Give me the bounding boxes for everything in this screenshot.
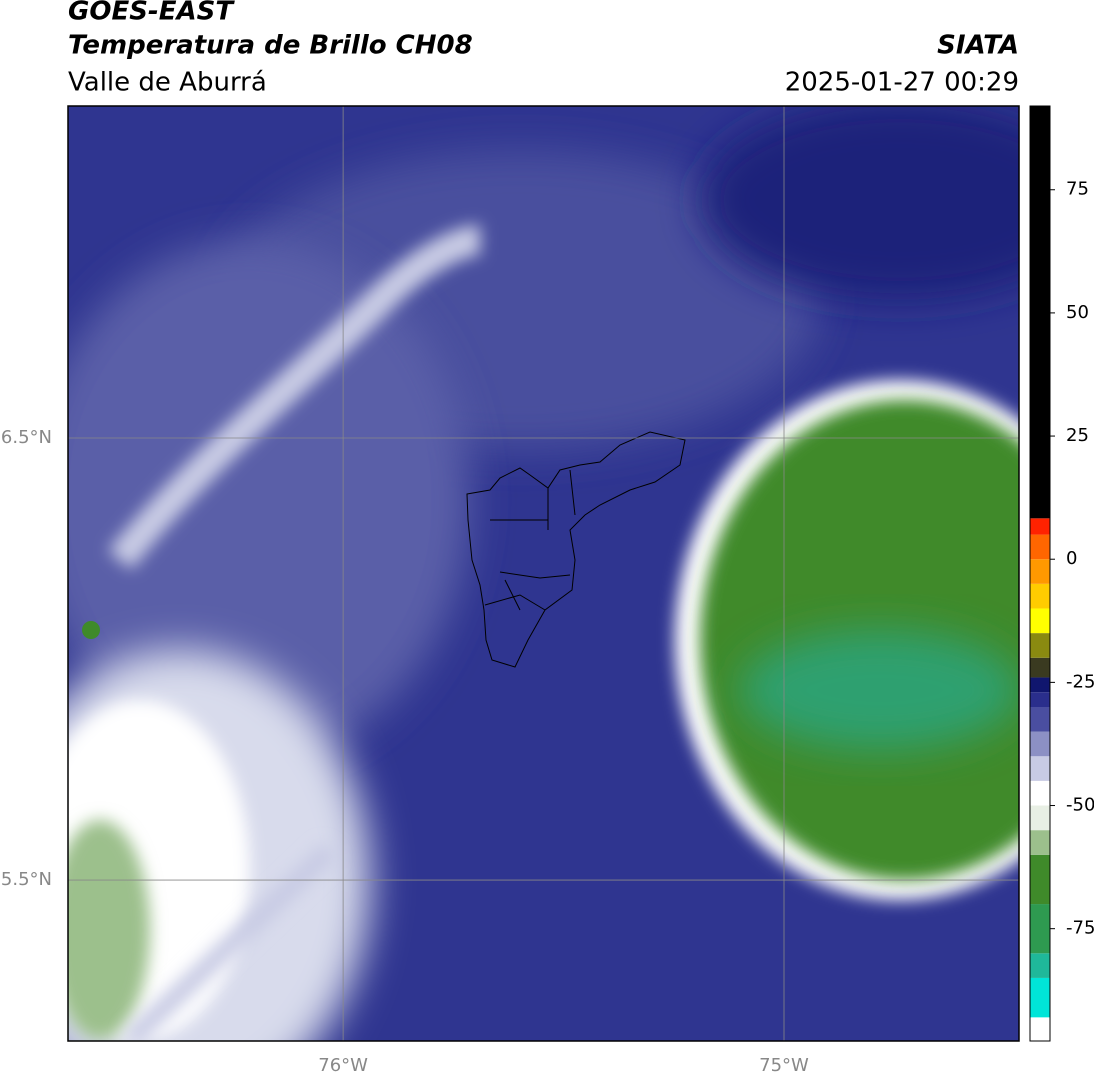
x-tick-label: 75°W xyxy=(759,1055,809,1076)
colorbar-band xyxy=(1030,1017,1050,1041)
colorbar-band xyxy=(1030,657,1050,678)
colorbar-band xyxy=(1030,692,1050,708)
colorbar-band xyxy=(1030,518,1050,535)
colorbar-tick-label: -25 xyxy=(1066,671,1094,692)
datetime: 2025-01-27 00:29 xyxy=(785,68,1019,98)
colorbar-band xyxy=(1030,731,1050,757)
colorbar-band xyxy=(1030,559,1050,584)
colorbar-band xyxy=(1030,953,1050,978)
map-frame xyxy=(67,105,1020,1042)
colorbar-band xyxy=(1030,830,1050,855)
colorbar-frame xyxy=(1029,105,1051,1042)
colorbar-tick-label: 50 xyxy=(1066,302,1089,323)
colorbar-band xyxy=(1030,904,1050,954)
colorbar-band xyxy=(1030,805,1050,831)
colorbar-band xyxy=(1030,608,1050,634)
colorbar-band xyxy=(1030,633,1050,658)
colorbar-band xyxy=(1030,534,1050,560)
title: GOES-EAST xyxy=(68,0,235,27)
y-tick-label: 5.5°N xyxy=(1,869,52,890)
colorbar-band xyxy=(1030,977,1050,1018)
x-tick-label: 76°W xyxy=(318,1055,368,1076)
colorbar-band xyxy=(1030,677,1050,693)
source: SIATA xyxy=(937,31,1019,61)
colorbar-tick-label: 25 xyxy=(1066,425,1089,446)
colorbar-band xyxy=(1030,106,1050,519)
region: Valle de Aburrá xyxy=(68,68,267,98)
colorbar-band xyxy=(1030,756,1050,781)
colorbar-band xyxy=(1030,707,1050,732)
colorbar-tick-label: 0 xyxy=(1066,548,1077,569)
colorbar-band xyxy=(1030,583,1050,609)
y-tick-label: 6.5°N xyxy=(1,427,52,448)
colorbar-tick-label: -50 xyxy=(1066,795,1094,816)
colorbar-band xyxy=(1030,780,1050,806)
subtitle: Temperatura de Brillo CH08 xyxy=(68,31,473,61)
colorbar-tick-label: -75 xyxy=(1066,918,1094,939)
colorbar-tick-label: 75 xyxy=(1066,179,1089,200)
colorbar-band xyxy=(1030,854,1050,905)
map-image xyxy=(68,106,1019,1041)
